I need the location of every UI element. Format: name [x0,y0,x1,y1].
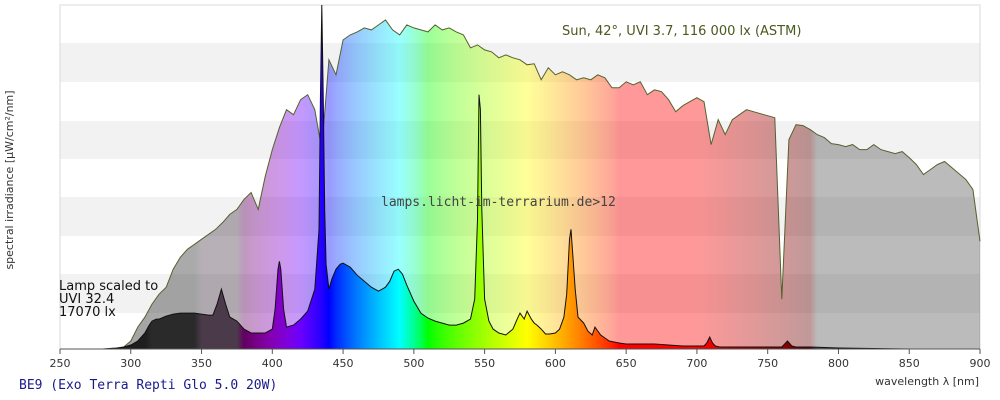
lamp-label-line-2: UVI 32.4 [59,292,114,307]
x-tick-label: 350 [191,357,212,370]
sun-spectrum-line [116,19,981,350]
x-tick-label: 850 [899,357,920,370]
watermark: lamps.licht-im-terrarium.de>12 [381,195,616,210]
x-tick-label: 800 [828,357,849,370]
x-tick-label: 450 [333,357,354,370]
x-tick-label: 600 [545,357,566,370]
lamp-label: Lamp scaled to UVI 32.4 17070 lx [59,279,158,320]
x-tick-label: 900 [970,357,991,370]
sun-label: Sun, 42°, UVI 3.7, 116 000 lx (ASTM) [562,24,801,39]
x-tick-label: 750 [757,357,778,370]
x-tick-label: 500 [403,357,424,370]
x-tick-label: 250 [50,357,71,370]
lamp-label-line-1: Lamp scaled to [59,279,158,294]
x-tick-label: 700 [686,357,707,370]
x-axis-label: wavelength λ [nm] [875,375,979,388]
y-axis-label: spectral irradiance [µW/cm²/nm] [3,90,16,269]
x-tick-label: 300 [120,357,141,370]
x-axis-ticks: 250 300 350 400 450 500 550 600 650 700 750 800 850 9… [50,349,991,370]
chart-footer-title: BE9 (Exo Terra Repti Glo 5.0 20W) [19,378,277,393]
x-tick-label: 400 [262,357,283,370]
x-tick-label: 650 [616,357,637,370]
x-tick-label: 550 [474,357,495,370]
lamp-label-line-3: 17070 lx [59,305,116,320]
lamp-spectrum-line [60,4,980,350]
